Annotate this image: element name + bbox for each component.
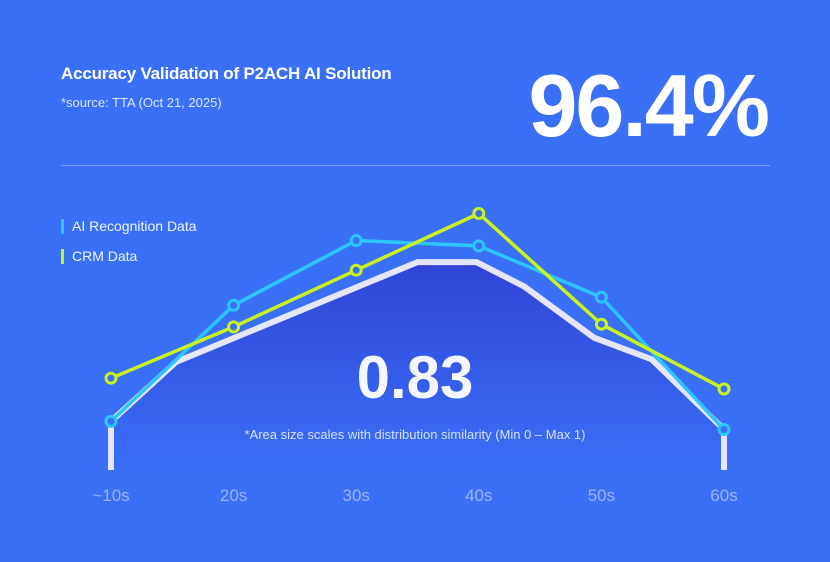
legend-swatch-ai — [61, 218, 64, 234]
data-point-crm — [104, 371, 118, 385]
x-tick-label: 60s — [710, 486, 737, 505]
data-point-crm — [349, 263, 363, 277]
data-point-crm — [227, 320, 241, 334]
overlap-area — [111, 262, 724, 470]
data-point-crm — [717, 382, 731, 396]
data-point-ai — [594, 290, 608, 304]
legend-label-crm: CRM Data — [72, 248, 138, 264]
data-point-ai — [472, 239, 486, 253]
x-tick-label: ~10s — [92, 486, 129, 505]
data-point-ai — [717, 423, 731, 436]
legend-item-crm: CRM Data — [61, 248, 137, 264]
accuracy-value: 96.4% — [528, 56, 770, 155]
data-point-ai — [349, 234, 363, 247]
x-tick-label: 50s — [588, 486, 615, 505]
x-tick-label: 20s — [220, 486, 247, 505]
chart-title: Accuracy Validation of P2ACH AI Solution — [61, 64, 392, 83]
similarity-value: 0.83 — [356, 344, 474, 411]
data-point-crm — [472, 207, 486, 220]
data-point-crm — [594, 317, 608, 331]
source-note: *source: TTA (Oct 21, 2025) — [61, 95, 222, 110]
divider — [61, 165, 770, 166]
legend-swatch-crm — [61, 248, 64, 264]
legend-label-ai: AI Recognition Data — [72, 218, 197, 234]
data-point-ai — [227, 298, 241, 312]
legend-item-ai: AI Recognition Data — [61, 218, 197, 234]
series-line-crm — [110, 211, 725, 391]
x-tick-label: 30s — [342, 486, 369, 505]
x-tick-label: 40s — [465, 486, 492, 505]
similarity-note: *Area size scales with distribution simi… — [244, 427, 586, 442]
data-point-ai — [104, 414, 118, 428]
